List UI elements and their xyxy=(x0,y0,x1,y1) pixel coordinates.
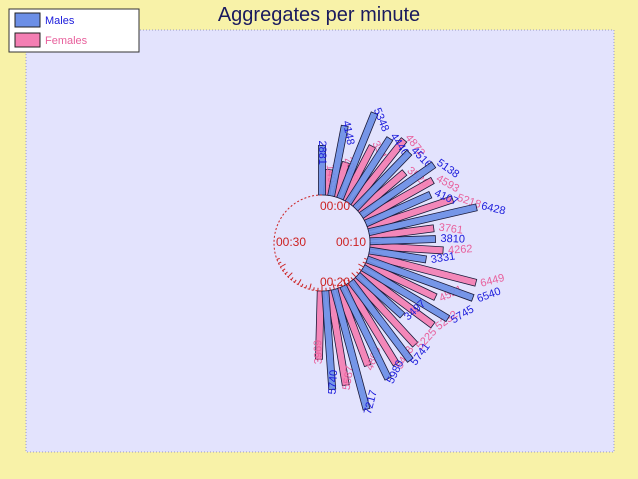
males-label-16: 5740 xyxy=(327,370,341,395)
dial-tick xyxy=(332,283,335,290)
males-bar-7 xyxy=(367,203,478,237)
females-label-16: 3969 xyxy=(312,340,325,365)
males-bar-14 xyxy=(339,284,392,381)
dial-tick xyxy=(313,287,315,291)
females-label-7: 3761 xyxy=(438,222,464,237)
dial-label-2: 00:20 xyxy=(320,275,350,289)
males-label-7: 6428 xyxy=(480,200,507,217)
males-bar-3 xyxy=(344,136,394,206)
males-bar-8 xyxy=(369,235,436,246)
dial-tick xyxy=(347,279,350,283)
males-bar-10 xyxy=(365,255,475,302)
dial-label-0: 00:00 xyxy=(320,199,350,213)
males-bar-5 xyxy=(358,161,437,219)
dial-tick xyxy=(350,277,354,281)
dial-tick xyxy=(329,287,331,291)
males-bar-15 xyxy=(330,287,371,411)
males-label-8: 3810 xyxy=(440,233,465,246)
males-bar-6 xyxy=(363,191,433,228)
males-label-9: 3331 xyxy=(430,250,456,266)
males-bar-2 xyxy=(336,111,379,201)
males-bar-11 xyxy=(360,264,451,323)
dial-tick xyxy=(340,283,343,287)
dial-tick xyxy=(356,271,360,275)
dial-tick xyxy=(351,272,357,278)
dial-tick xyxy=(287,272,293,278)
legend-swatch-females xyxy=(14,32,41,48)
dial-label-1: 00:10 xyxy=(336,235,366,249)
males-bar-1 xyxy=(327,124,349,198)
dial-tick xyxy=(336,285,339,289)
dial-tick xyxy=(362,261,366,264)
males-bar-4 xyxy=(352,149,413,212)
dial-tick xyxy=(280,263,286,268)
legend: Males Females xyxy=(8,8,140,53)
males-bar-9 xyxy=(368,246,428,264)
males-label-0: 2881 xyxy=(316,140,328,164)
legend-swatch-males xyxy=(14,12,41,28)
dial-layer: 00:00 00:10 00:20 00:30 xyxy=(273,194,368,292)
legend-label-females: Females xyxy=(45,35,88,47)
dial-tick xyxy=(342,279,347,285)
dial-tick xyxy=(297,279,302,285)
dial-tick xyxy=(358,263,364,268)
dial-tick xyxy=(358,268,362,271)
females-label-9: 6449 xyxy=(479,272,506,290)
legend-label-males: Males xyxy=(45,15,75,27)
chart-title: Aggregates per minute xyxy=(218,4,420,26)
plot-area xyxy=(25,29,615,453)
dial-arc xyxy=(273,194,323,292)
males-bar-12 xyxy=(354,271,406,319)
dial-tick xyxy=(364,257,368,260)
females-label-8: 4262 xyxy=(448,243,473,256)
dial-tick xyxy=(309,283,312,290)
males-bar-0 xyxy=(318,145,326,196)
dial-label-3: 00:30 xyxy=(276,235,306,249)
males-label-1: 4148 xyxy=(340,120,356,146)
males-bar-16 xyxy=(321,290,337,391)
males-bar-13 xyxy=(347,278,414,363)
